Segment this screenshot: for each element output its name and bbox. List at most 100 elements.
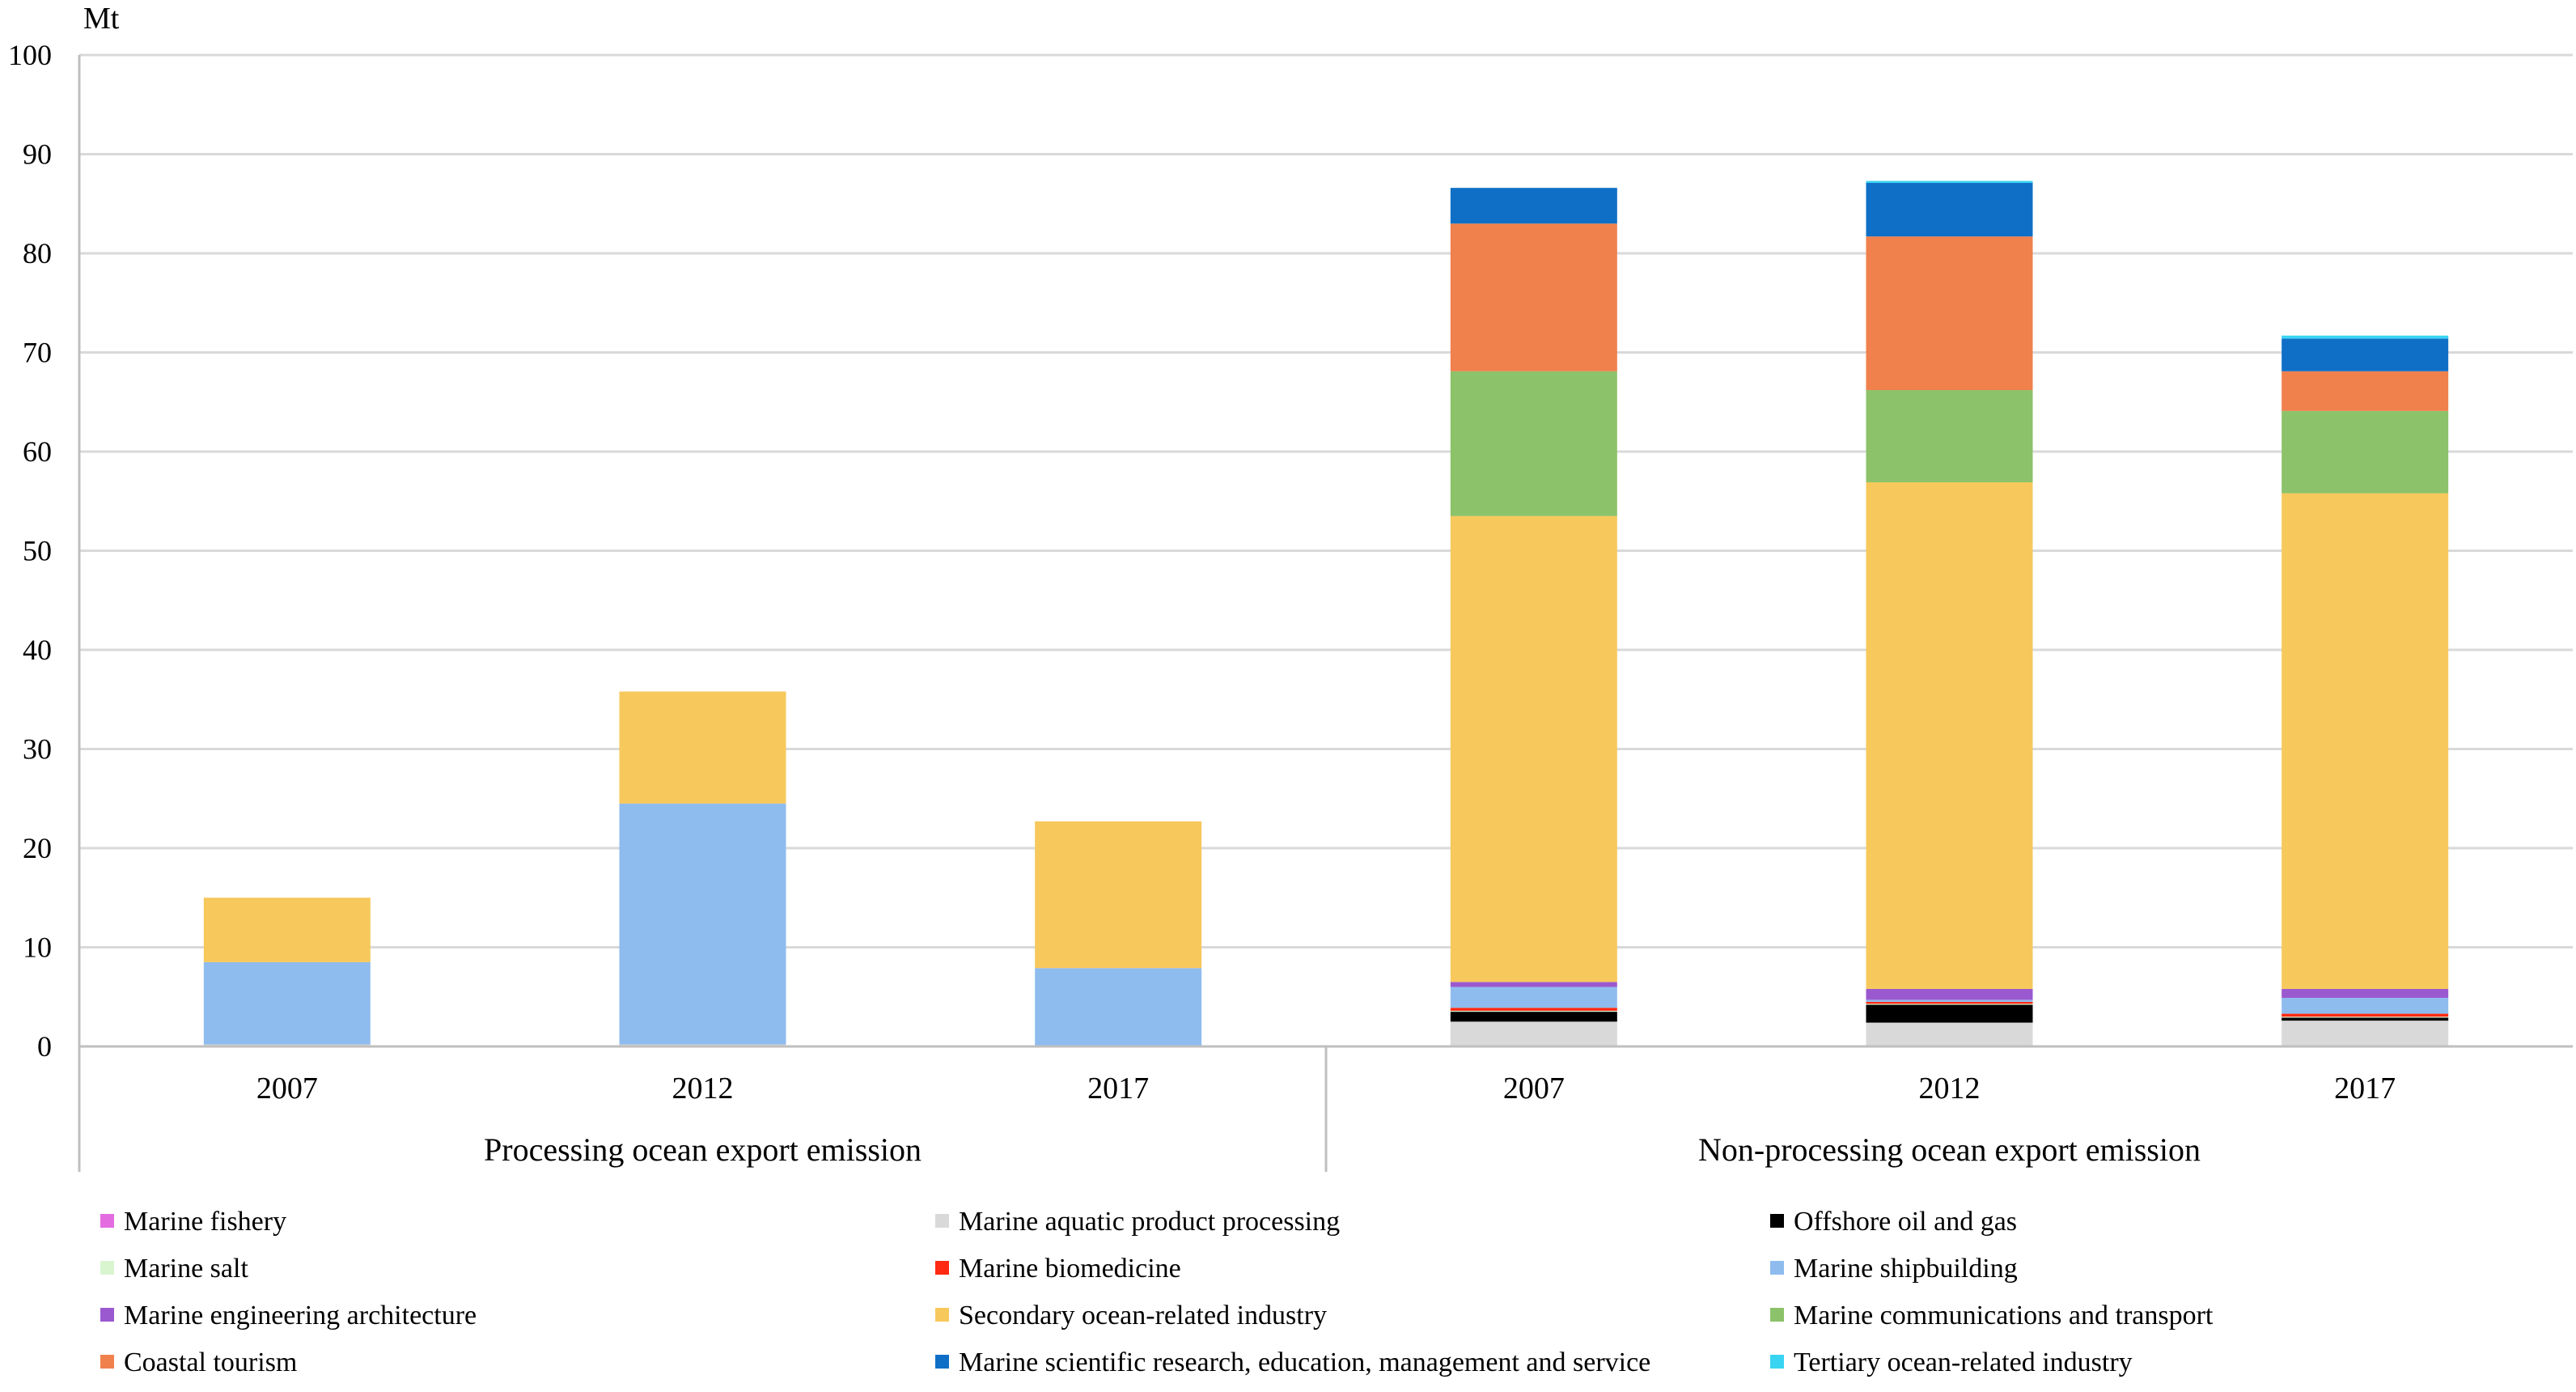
- legend-label: Coastal tourism: [124, 1347, 297, 1377]
- legend-label: Marine scientific research, education, m…: [959, 1347, 1650, 1377]
- bar-segment: [1035, 821, 1202, 969]
- legend-swatch: [1770, 1355, 1784, 1369]
- legend-item: Tertiary ocean-related industry: [1770, 1347, 2133, 1377]
- x-category-label: 2012: [1919, 1072, 1981, 1106]
- legend-label: Tertiary ocean-related industry: [1794, 1347, 2133, 1377]
- bar-segment: [1866, 180, 2033, 184]
- x-category-label: 2007: [1503, 1072, 1565, 1106]
- bar-stack-0: [203, 898, 371, 1046]
- legend-item: Marine fishery: [100, 1207, 286, 1237]
- legend-swatch: [1770, 1214, 1784, 1228]
- bar-segment: [2282, 1021, 2449, 1046]
- bar-segment: [1866, 482, 2033, 989]
- bar-stack-4: [1866, 180, 2033, 1046]
- legend-item: Offshore oil and gas: [1770, 1207, 2017, 1237]
- bar-segment: [1035, 968, 1202, 1046]
- group-label: Processing ocean export emission: [484, 1131, 922, 1168]
- y-tick-label: 10: [23, 932, 52, 964]
- y-tick-label: 20: [23, 832, 52, 864]
- group-label: Non-processing ocean export emission: [1698, 1131, 2201, 1168]
- x-category-label: 2017: [1087, 1072, 1149, 1106]
- legend-item: Marine scientific research, education, m…: [935, 1347, 1650, 1377]
- legend-swatch: [100, 1308, 114, 1322]
- bar-segment: [203, 961, 371, 1045]
- bar-segment: [2282, 338, 2449, 371]
- legend-swatch: [100, 1355, 114, 1369]
- legend-label: Offshore oil and gas: [1794, 1207, 2017, 1237]
- y-tick-label: 0: [37, 1030, 52, 1063]
- bar-stack-2: [1035, 821, 1202, 1046]
- legend-label: Secondary ocean-related industry: [959, 1301, 1327, 1330]
- legend-swatch: [100, 1261, 114, 1275]
- legend-swatch: [1770, 1308, 1784, 1322]
- legend-label: Marine fishery: [124, 1207, 286, 1237]
- x-category-label: 2012: [672, 1072, 734, 1106]
- bar-segment: [1450, 1010, 1617, 1012]
- legend: Marine fishery Marine aquatic product pro…: [100, 1207, 2214, 1377]
- bar-segment: [1450, 1021, 1617, 1046]
- bar-segment: [203, 898, 371, 962]
- bar-segment: [1450, 1008, 1617, 1011]
- bar-segment: [1450, 371, 1617, 516]
- legend-item: Marine shipbuilding: [1770, 1254, 2018, 1284]
- legend-label: Marine shipbuilding: [1794, 1254, 2018, 1284]
- bar-segment: [1450, 516, 1617, 982]
- legend-item: Marine communications and transport: [1770, 1301, 2214, 1330]
- legend-item: Secondary ocean-related industry: [935, 1301, 1327, 1330]
- legend-label: Marine aquatic product processing: [959, 1207, 1340, 1237]
- bar-segment: [1866, 183, 2033, 237]
- legend-item: Marine biomedicine: [935, 1254, 1181, 1284]
- bar-segment: [1866, 390, 2033, 482]
- legend-label: Marine communications and transport: [1794, 1301, 2214, 1330]
- bar-segment: [1866, 236, 2033, 391]
- bar-segment: [1450, 982, 1617, 987]
- bar-segment: [1450, 188, 1617, 224]
- legend-swatch: [935, 1355, 949, 1369]
- y-tick-label: 80: [23, 237, 52, 269]
- bar-segment: [1866, 1004, 2033, 1023]
- bar-segment: [2282, 410, 2449, 494]
- x-category-label: 2017: [2334, 1072, 2396, 1106]
- legend-item: Marine salt: [100, 1254, 248, 1284]
- bar-stack-3: [1450, 188, 1617, 1046]
- bar-segment: [619, 803, 786, 1045]
- bar-segment: [2282, 997, 2449, 1014]
- x-category-label: 2007: [256, 1072, 318, 1106]
- bar-segment: [2282, 371, 2449, 411]
- bar-segment: [1866, 1001, 2033, 1004]
- bar-segment: [1450, 223, 1617, 371]
- y-tick-label: 100: [8, 39, 52, 71]
- bar-stack-5: [2282, 335, 2449, 1046]
- bar-segment: [2282, 1016, 2449, 1018]
- y-tick-label: 40: [23, 634, 52, 666]
- bar-segment: [2282, 988, 2449, 998]
- legend-item: Marine aquatic product processing: [935, 1207, 1340, 1237]
- legend-item: Marine engineering architecture: [100, 1301, 477, 1330]
- group-labels: Processing ocean export emission Non-proc…: [484, 1131, 2201, 1168]
- x-category-labels: 2007 2012 2017 2007 2012 2017: [256, 1072, 2396, 1106]
- y-tick-label: 90: [23, 138, 52, 171]
- bar-segment: [2282, 1017, 2449, 1021]
- y-axis-unit-label: Mt: [83, 2, 120, 36]
- bar-segment: [2282, 1013, 2449, 1017]
- y-tick-label: 70: [23, 337, 52, 369]
- bar-stacks: [203, 180, 2449, 1046]
- legend-label: Marine salt: [124, 1254, 248, 1284]
- bar-segment: [1866, 1022, 2033, 1046]
- bar-stack-1: [619, 691, 786, 1046]
- bar-segment: [1450, 987, 1617, 1008]
- legend-swatch: [935, 1214, 949, 1228]
- legend-swatch: [1770, 1261, 1784, 1275]
- legend-label: Marine biomedicine: [959, 1254, 1181, 1284]
- axes: [78, 55, 2573, 1172]
- bar-segment: [2282, 335, 2449, 339]
- legend-swatch: [935, 1308, 949, 1322]
- legend-swatch: [935, 1261, 949, 1275]
- bar-segment: [1450, 1012, 1617, 1022]
- y-tick-label: 50: [23, 535, 52, 567]
- bar-segment: [1866, 988, 2033, 1000]
- y-tick-labels: 0 10 20 30 40 50 60 70 80 90 100: [8, 39, 52, 1063]
- y-tick-label: 30: [23, 733, 52, 766]
- legend-item: Coastal tourism: [100, 1347, 297, 1377]
